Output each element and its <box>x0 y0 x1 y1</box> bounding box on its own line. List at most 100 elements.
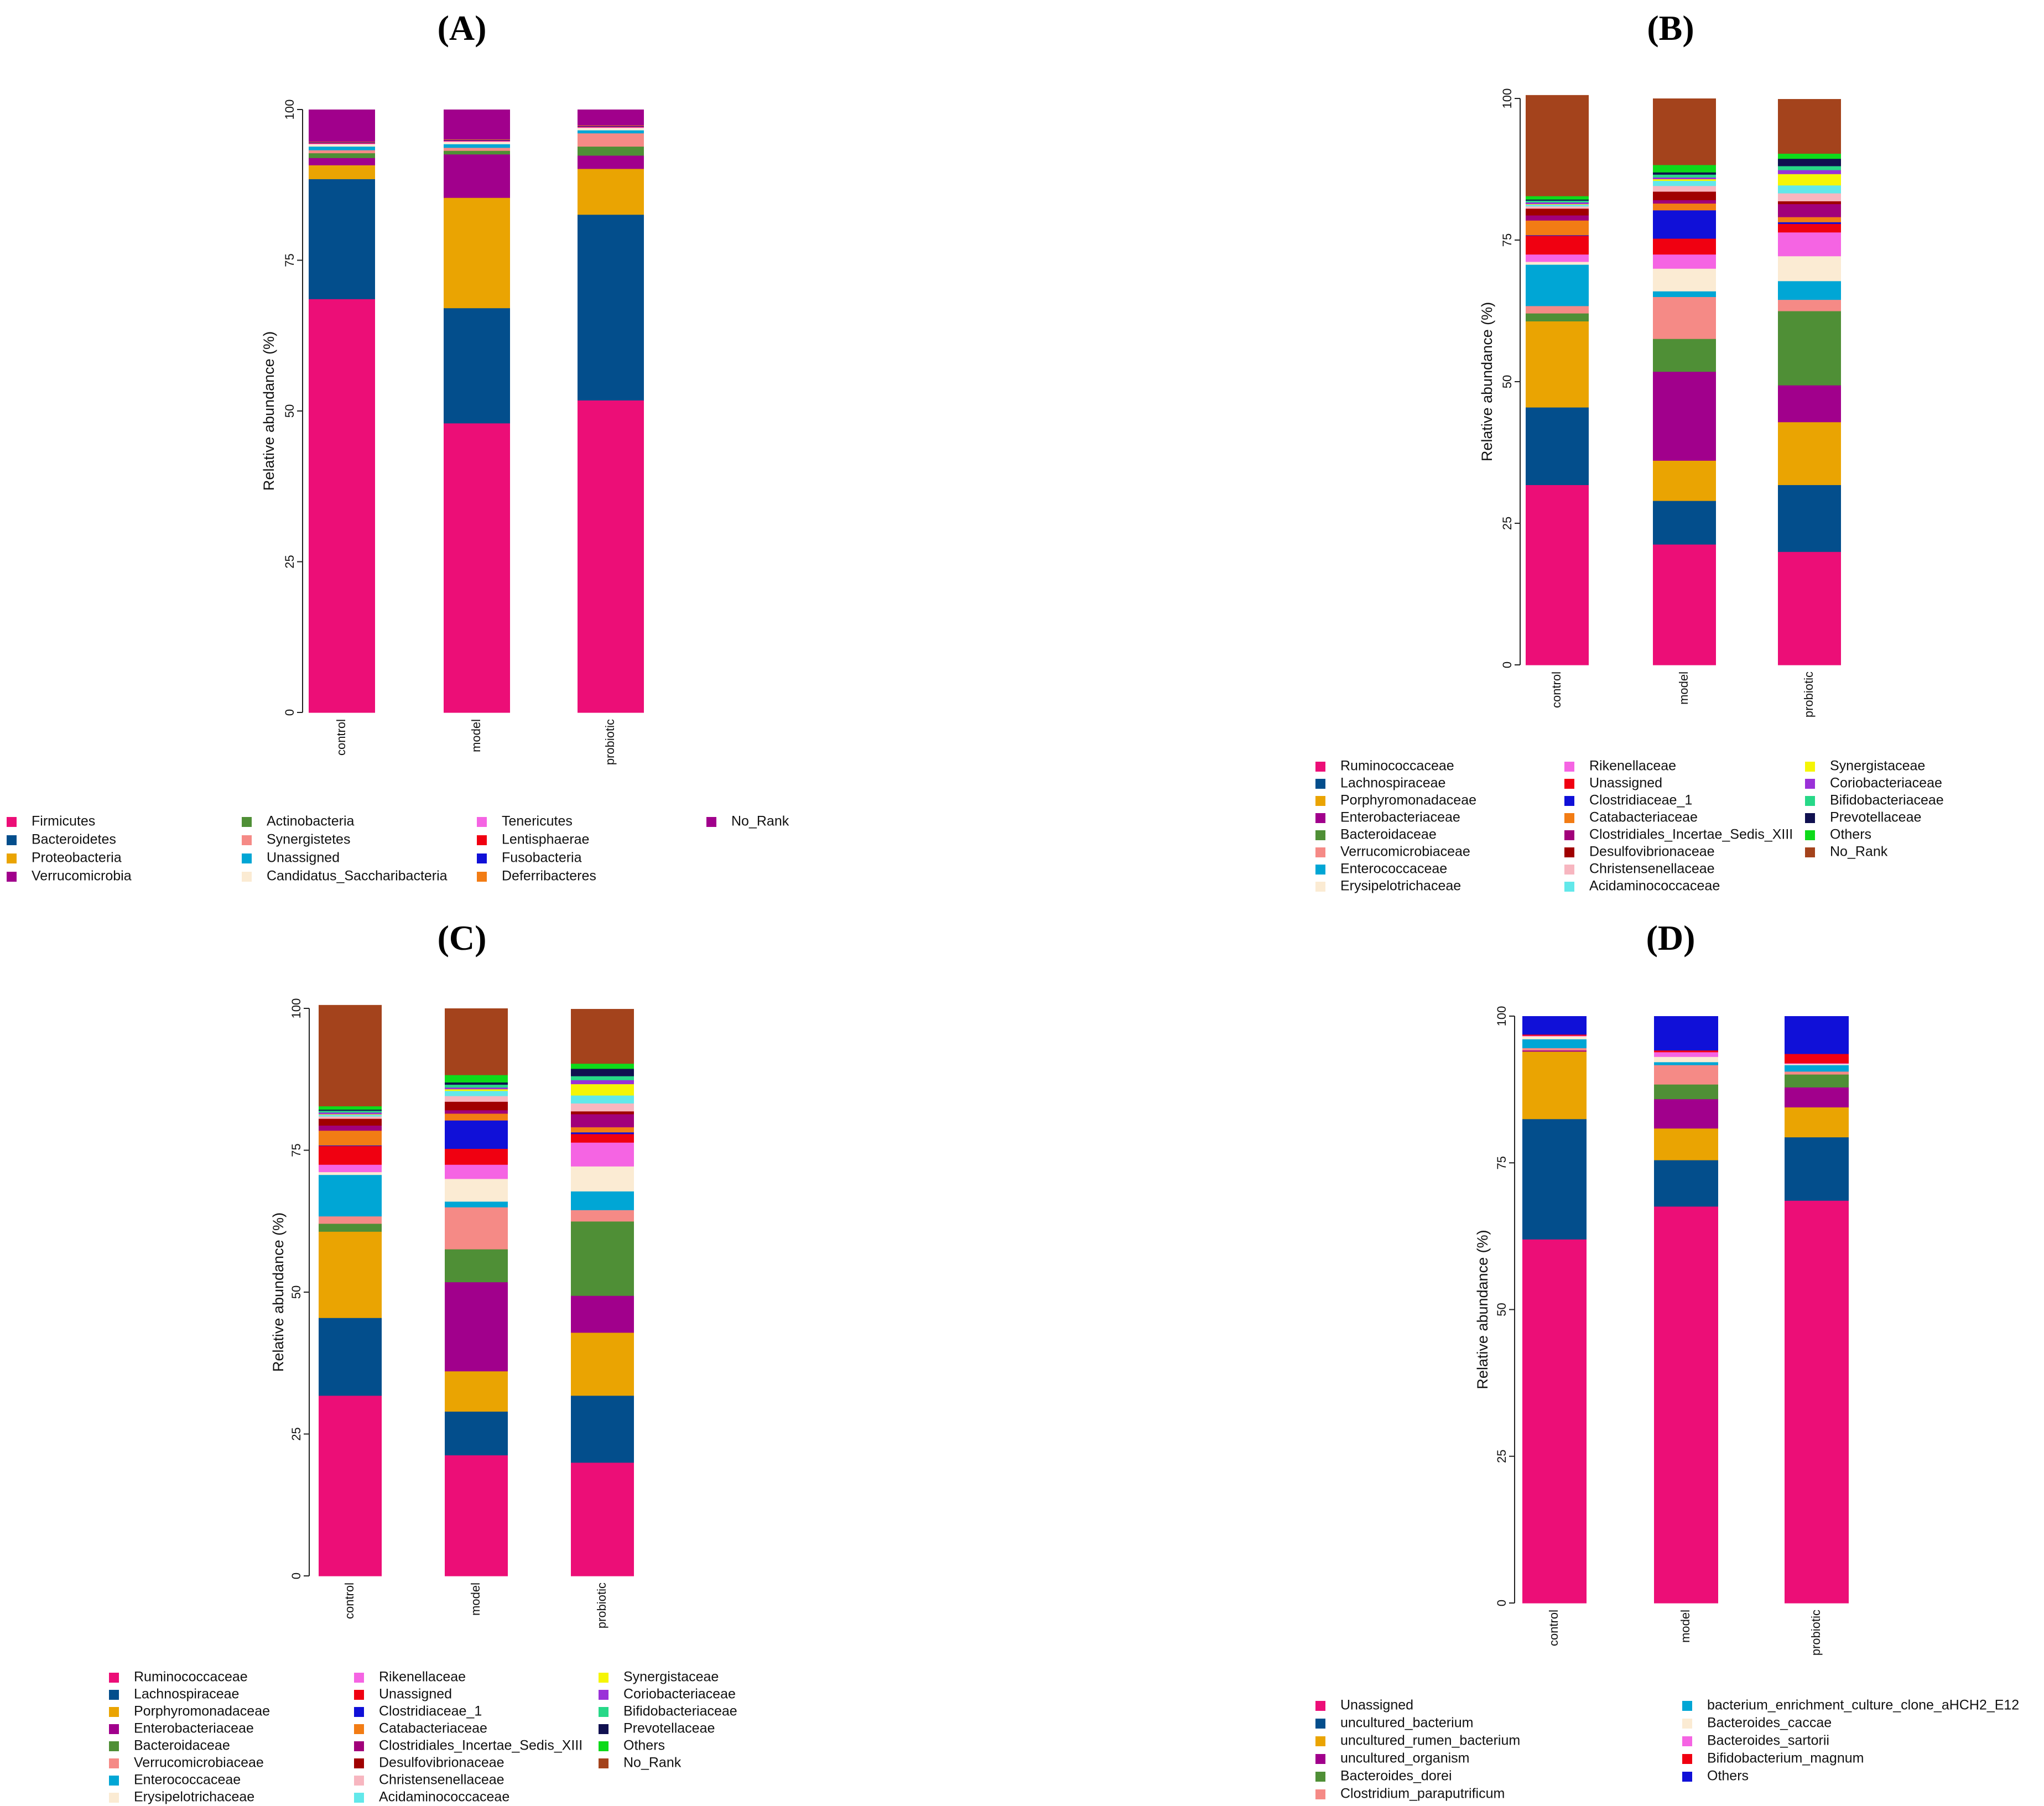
bar-segment-probiotic-bacteroidaceae <box>1778 311 1841 386</box>
legend-swatch <box>109 1776 119 1786</box>
bar-segment-control-prevotellaceae <box>1526 199 1589 201</box>
legend-swatch <box>477 853 487 863</box>
y-tick-label: 75 <box>1500 233 1514 247</box>
bar-segment-probiotic-desulfovibrionaceae <box>1778 201 1841 205</box>
legend-label: Prevotellaceae <box>1830 810 1921 825</box>
bar-segment-model-proteobacteria <box>444 197 510 309</box>
bar-segment-control-uncultured-organism <box>1522 1050 1587 1052</box>
legend-swatch <box>1564 779 1574 789</box>
bar-segment-control-others <box>1526 196 1589 200</box>
bar-segment-probiotic-no-rank <box>571 1009 634 1064</box>
bar-segment-probiotic-rikenellaceae <box>1778 232 1841 257</box>
bar-segment-control-lachnospiraceae <box>319 1318 382 1396</box>
bar-segment-control-christensenellaceae <box>1526 206 1589 209</box>
legend-swatch <box>242 835 252 845</box>
bar-segment-control-bacteroides-caccae <box>1522 1036 1587 1039</box>
legend-swatch <box>1564 762 1574 772</box>
bar-segment-probiotic-bifidobacterium-magnum <box>1785 1053 1849 1064</box>
bar-segment-model-tenericutes <box>444 140 510 142</box>
bar-segment-model-bacterium-enrichment-culture-clone-ahch2-e12 <box>1654 1061 1718 1065</box>
bar-segment-probiotic-catabacteriaceae <box>1778 217 1841 222</box>
legend-label: Enterococcaceae <box>134 1772 241 1788</box>
bar-segment-probiotic-catabacteriaceae <box>571 1127 634 1133</box>
bar-segment-model-bacteroidetes <box>444 308 510 424</box>
bar-segment-probiotic-tenericutes <box>578 127 644 128</box>
bar-segment-model-clostridium-paraputrificum <box>1654 1065 1718 1085</box>
bar-segment-control-bacterium-enrichment-culture-clone-ahch2-e12 <box>1522 1039 1587 1048</box>
legend-swatch <box>1315 830 1325 840</box>
legend-label: Bacteroidaceae <box>1340 827 1437 842</box>
bar-segment-probiotic-no-rank <box>578 110 644 126</box>
bar-segment-probiotic-others <box>1785 1016 1849 1054</box>
legend-label: uncultured_rumen_bacterium <box>1340 1733 1520 1748</box>
bar-segment-probiotic-firmicutes <box>578 400 644 713</box>
category-label: model <box>469 1583 482 1616</box>
legend-swatch <box>599 1673 608 1683</box>
legend-swatch <box>1805 830 1815 840</box>
y-tick-label: 25 <box>1495 1450 1509 1463</box>
bar-segment-probiotic-bacterium-enrichment-culture-clone-ahch2-e12 <box>1785 1065 1849 1072</box>
legend-swatch <box>109 1690 119 1700</box>
bar-segment-model-desulfovibrionaceae <box>445 1101 508 1111</box>
legend-label: Bacteroides_caccae <box>1707 1715 1832 1731</box>
legend-swatch <box>1682 1736 1692 1746</box>
category-label: model <box>1677 672 1691 705</box>
bar-segment-model-no-rank <box>1653 98 1716 165</box>
bar-segment-probiotic-christensenellaceae <box>571 1103 634 1112</box>
bar-segment-control-enterococcaceae <box>319 1174 382 1217</box>
bar-segment-model-enterococcaceae <box>445 1201 508 1208</box>
legend-label: Bifidobacteriaceae <box>623 1704 737 1719</box>
bar-segment-model-catabacteriaceae <box>1653 203 1716 211</box>
bar-segment-probiotic-clostridiales-incertae-sedis-xiii <box>571 1113 634 1128</box>
legend-label: Lachnospiraceae <box>1340 776 1445 791</box>
bar-segment-probiotic-unassigned <box>1785 1200 1849 1604</box>
legend-label: Actinobacteria <box>267 814 355 829</box>
bar-segment-probiotic-unassigned <box>571 1133 634 1143</box>
bar-segment-probiotic-clostridium-paraputrificum <box>1785 1071 1849 1075</box>
bar-segment-model-coriobacteriaceae <box>1653 177 1716 180</box>
legend-label: Enterococcaceae <box>1340 861 1447 877</box>
legend-label: Enterobacteriaceae <box>134 1721 254 1736</box>
legend-label: No_Rank <box>623 1755 682 1771</box>
bar-segment-control-unassigned <box>319 1146 382 1165</box>
bar-segment-control-coriobacteriaceae <box>319 1112 382 1115</box>
category-label: model <box>1678 1610 1692 1643</box>
bar-segment-model-unassigned <box>1653 238 1716 255</box>
bar-segment-control-actinobacteria <box>309 153 375 158</box>
bar-segment-probiotic-unassigned <box>578 130 644 134</box>
bar-segment-probiotic-erysipelotrichaceae <box>1778 256 1841 282</box>
legend-label: Bacteroides_dorei <box>1340 1768 1452 1784</box>
y-tick-label: 50 <box>1500 375 1514 388</box>
legend-swatch <box>1315 1789 1325 1799</box>
bar-segment-model-lachnospiraceae <box>445 1411 508 1456</box>
bar-segment-control-clostridiaceae-1 <box>1526 235 1589 236</box>
category-label: probiotic <box>603 719 617 765</box>
bar-segment-control-others <box>1522 1016 1587 1035</box>
legend-swatch <box>599 1741 608 1751</box>
legend-swatch <box>1682 1719 1692 1729</box>
legend-swatch <box>7 853 17 863</box>
legend-swatch <box>477 835 487 845</box>
bar-segment-control-fusobacteria <box>309 142 375 143</box>
legend-label: Porphyromonadaceae <box>1340 793 1476 808</box>
legend-label: Synergistetes <box>267 832 350 847</box>
bar-segment-probiotic-clostridiaceae-1 <box>571 1132 634 1134</box>
bar-segment-probiotic-lentisphaerae <box>578 126 644 128</box>
bar-segment-model-verrucomicrobiaceae <box>1653 296 1716 339</box>
bar-segment-control-bifidobacteriaceae <box>319 1110 382 1113</box>
bar-segment-model-deferribacteres <box>444 139 510 140</box>
legend-label: Prevotellaceae <box>623 1721 715 1736</box>
bar-segment-control-clostridiaceae-1 <box>319 1145 382 1146</box>
legend-label: Unassigned <box>379 1687 452 1702</box>
category-label: probiotic <box>1809 1610 1823 1656</box>
bar-segment-model-rikenellaceae <box>445 1164 508 1179</box>
chart-panel-c: (C) 0 25 50 75 100 Relative abundance (%) contr… <box>109 918 737 1805</box>
legend-swatch <box>1564 865 1574 875</box>
bar-segment-model-erysipelotrichaceae <box>1653 268 1716 292</box>
bar-segment-control-candidatus-saccharibacteria <box>309 144 375 147</box>
bar-segment-probiotic-coriobacteriaceae <box>571 1080 634 1085</box>
bar-segment-probiotic-uncultured-organism <box>1785 1087 1849 1108</box>
panel-label: (A) <box>438 8 487 48</box>
bar-segment-model-lentisphaerae <box>444 140 510 142</box>
bar-segment-model-bacteroides-dorei <box>1654 1084 1718 1100</box>
